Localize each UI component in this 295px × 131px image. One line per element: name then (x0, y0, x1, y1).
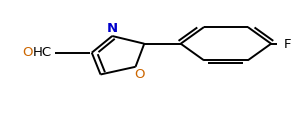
Text: N: N (106, 22, 118, 35)
Text: O: O (22, 46, 32, 59)
Text: O: O (135, 68, 145, 81)
Text: HC: HC (33, 46, 52, 59)
Text: F: F (284, 38, 292, 51)
